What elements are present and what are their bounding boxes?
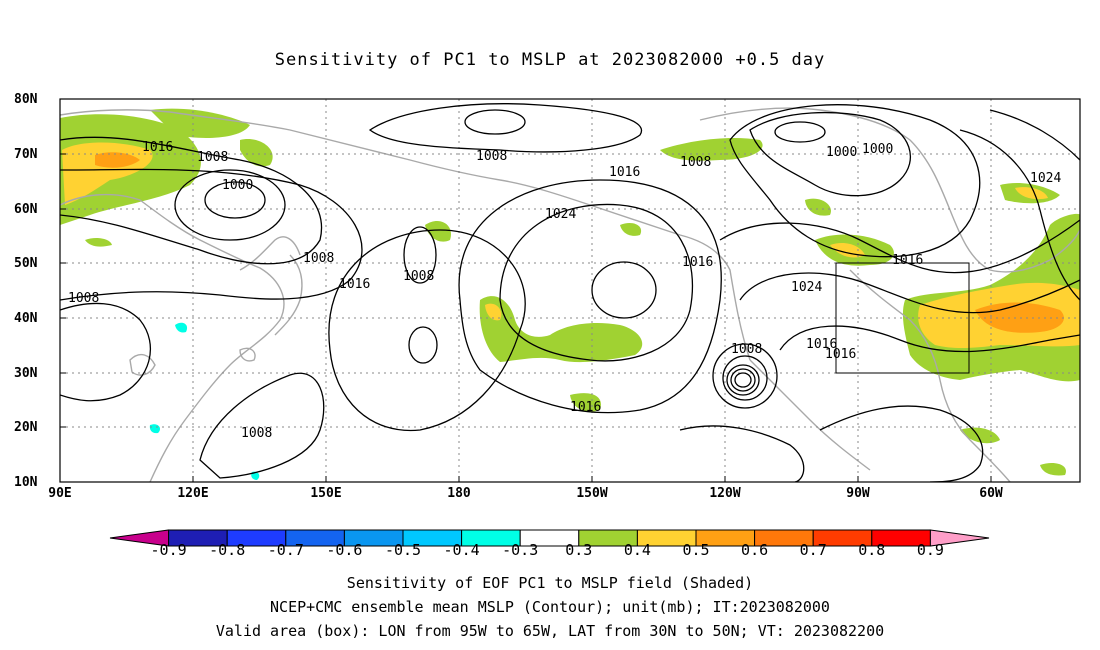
contour-label: 1008 xyxy=(476,149,507,164)
contour-label: 1024 xyxy=(1030,171,1061,186)
lon-label: 120E xyxy=(177,486,209,501)
colorbar-swatch xyxy=(929,529,990,547)
valid-area-box xyxy=(835,262,970,374)
lon-label: 120W xyxy=(709,486,741,501)
lon-label: 180 xyxy=(447,486,471,501)
colorbar-label: 0.7 xyxy=(799,541,827,559)
contour-label: 1016 xyxy=(339,277,370,292)
contour-labels: 1016 1008 1000 1008 1016 1008 1008 1016 … xyxy=(68,140,1061,441)
contour-label: 1024 xyxy=(791,280,822,295)
contour-label: 1008 xyxy=(68,291,99,306)
lat-label: 10N xyxy=(14,475,38,490)
colorbar-label: 0.4 xyxy=(623,541,651,559)
colorbar-label: 0.8 xyxy=(858,541,886,559)
contour-label: 1016 xyxy=(682,255,713,270)
contour-label: 1016 xyxy=(825,347,856,362)
axis-ticks xyxy=(60,98,992,483)
colorbar-label: 0.9 xyxy=(916,541,944,559)
contour-label: 1000 xyxy=(222,178,253,193)
coastlines xyxy=(60,107,1080,482)
map-frame xyxy=(59,98,1081,483)
lon-label: 150W xyxy=(576,486,608,501)
colorbar xyxy=(109,529,990,547)
contour-label: 1008 xyxy=(403,269,434,284)
colorbar-label: -0.7 xyxy=(267,541,304,559)
lon-label: 150E xyxy=(310,486,342,501)
caption-line-2: NCEP+CMC ensemble mean MSLP (Contour); u… xyxy=(270,598,830,616)
lat-label: 60N xyxy=(14,202,38,217)
lat-label: 70N xyxy=(14,147,38,162)
contour-label: 1016 xyxy=(609,165,640,180)
contour-label: 1016 xyxy=(806,337,837,352)
colorbar-label: 0.3 xyxy=(565,541,593,559)
colorbar-label: -0.9 xyxy=(150,541,187,559)
grid-lines xyxy=(60,99,1080,482)
contour-label: 1008 xyxy=(197,150,228,165)
contour-label: 1008 xyxy=(731,342,762,357)
contour-label: 1016 xyxy=(570,400,601,415)
colorbar-label: -0.3 xyxy=(502,541,539,559)
caption-line-1: Sensitivity of EOF PC1 to MSLP field (Sh… xyxy=(346,574,754,592)
caption-line-3: Valid area (box): LON from 95W to 65W, L… xyxy=(215,622,885,640)
lat-label: 30N xyxy=(14,366,38,381)
lat-label: 40N xyxy=(14,311,38,326)
contour-label: 1016 xyxy=(892,253,923,268)
lat-label: 80N xyxy=(14,92,38,107)
lon-label: 90W xyxy=(846,486,870,501)
colorbar-label: 0.6 xyxy=(741,541,769,559)
lat-label: 20N xyxy=(14,420,38,435)
contour-label: 1000 xyxy=(826,145,857,160)
contour-label: 1000 xyxy=(862,142,893,157)
colorbar-label: -0.8 xyxy=(209,541,246,559)
colorbar-label: 0.5 xyxy=(682,541,710,559)
contour-label: 1008 xyxy=(241,426,272,441)
colorbar-label: -0.6 xyxy=(326,541,363,559)
contour-label: 1008 xyxy=(303,251,334,266)
contour-label: 1008 xyxy=(680,155,711,170)
map-title: Sensitivity of PC1 to MSLP at 2023082000… xyxy=(274,50,826,70)
colorbar-label: -0.4 xyxy=(443,541,480,559)
lat-label: 50N xyxy=(14,256,38,271)
contour-label: 1024 xyxy=(545,207,576,222)
lon-label: 60W xyxy=(979,486,1003,501)
lon-label: 90E xyxy=(48,486,72,501)
contour-label: 1016 xyxy=(142,140,173,155)
colorbar-label: -0.5 xyxy=(384,541,422,559)
